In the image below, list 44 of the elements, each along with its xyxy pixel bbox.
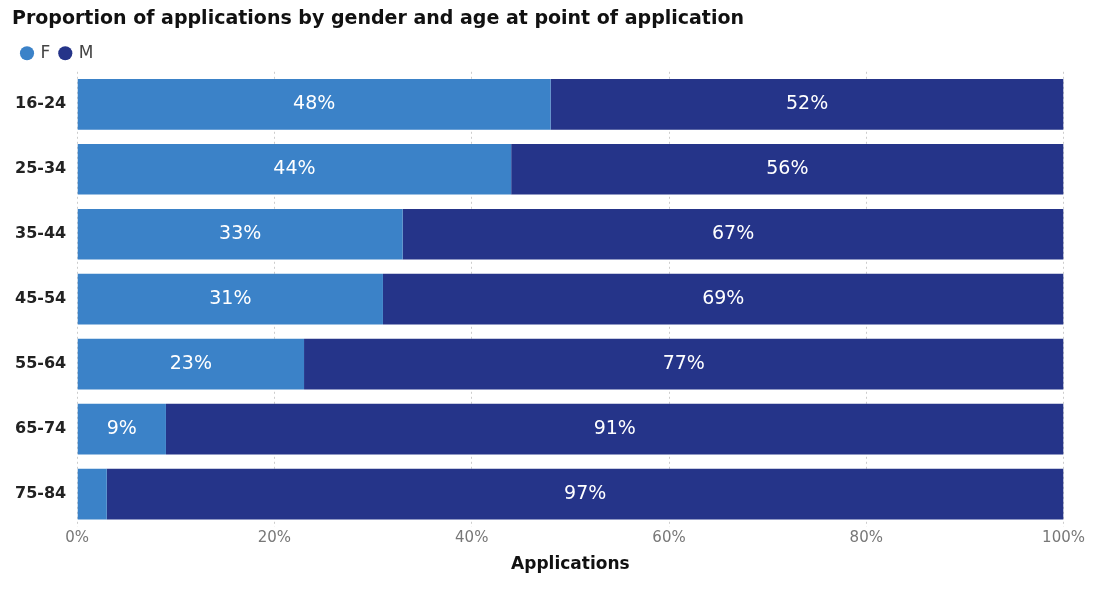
bar (106, 468, 1064, 520)
x-tick-label: 100% (1042, 528, 1085, 547)
bar (77, 338, 305, 390)
y-tick-label: 45-54 (15, 288, 67, 308)
y-tick-label: 65-74 (15, 418, 67, 438)
data-label: 77% (662, 351, 705, 374)
x-tick-label: 0% (65, 528, 90, 547)
bar (77, 468, 107, 520)
y-tick-label: 55-64 (15, 353, 67, 373)
bar (77, 78, 551, 130)
bar (77, 208, 403, 260)
chart-title: Proportion of applications by gender and age at point of application (12, 6, 745, 29)
data-label: 9% (106, 416, 137, 439)
data-label: 91% (593, 416, 636, 439)
bar (77, 403, 166, 455)
x-axis-title: Applications (511, 553, 630, 574)
x-tick-label: 20% (257, 528, 292, 547)
data-label: 44% (273, 156, 316, 179)
data-label: 33% (219, 221, 262, 244)
x-tick-label: 60% (652, 528, 686, 547)
data-label: 52% (785, 91, 829, 114)
y-tick-label: 16-24 (15, 93, 67, 113)
y-tick-label: 35-44 (15, 223, 67, 243)
data-label: 23% (169, 351, 212, 374)
bar (550, 78, 1064, 130)
legend-label: M (78, 41, 94, 62)
bar (304, 338, 1064, 390)
bar (511, 143, 1064, 195)
data-label: 69% (702, 286, 745, 309)
bar (77, 273, 383, 325)
x-tick-label: 80% (849, 528, 883, 547)
y-tick-label: 25-34 (15, 158, 67, 178)
bar (77, 143, 512, 195)
bar (402, 208, 1064, 260)
data-label: 97% (564, 481, 607, 504)
data-label: 48% (293, 91, 336, 114)
data-label: 31% (209, 286, 252, 309)
legend-label: F (40, 41, 51, 62)
bar (165, 403, 1064, 455)
data-label: 56% (766, 156, 809, 179)
data-label: 67% (712, 221, 755, 244)
x-tick-label: 40% (455, 528, 489, 547)
y-tick-label: 75-84 (15, 483, 67, 503)
bar (382, 273, 1064, 325)
